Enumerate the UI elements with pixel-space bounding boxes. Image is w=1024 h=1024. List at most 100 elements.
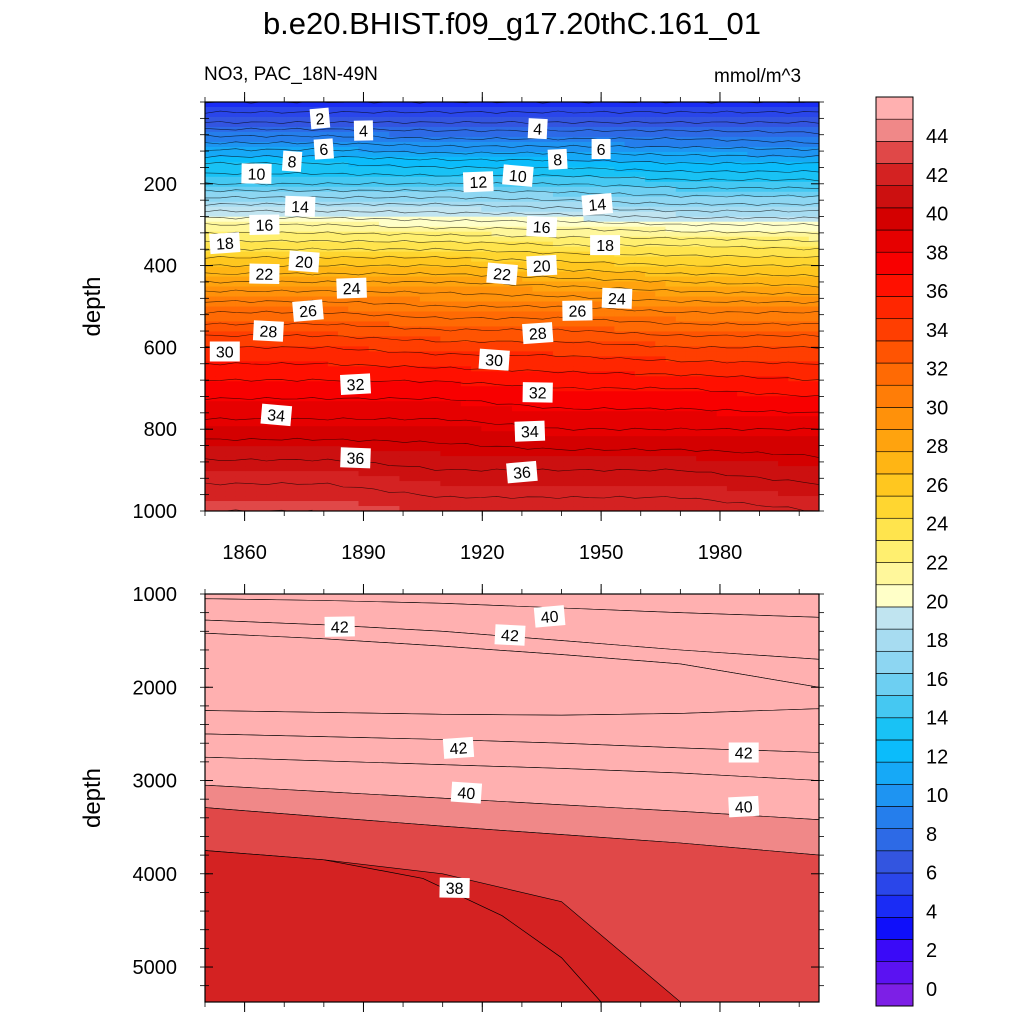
colorbar-swatch — [875, 185, 914, 209]
lower-contour-label: 40 — [728, 795, 760, 818]
colorbar-tick-label: 6 — [926, 863, 937, 885]
colorbar-tick-label: 0 — [926, 979, 937, 1001]
figure-title: b.e20.BHIST.f09_g17.20thC.161_01 — [262, 6, 762, 41]
lower-contour-label: 42 — [494, 624, 526, 646]
colorbar-swatch — [875, 407, 914, 430]
colorbar-tick-label: 4 — [926, 902, 937, 924]
colorbar-swatch — [875, 251, 914, 275]
upper-contour-label: 10 — [241, 163, 272, 184]
colorbar-swatch — [875, 340, 914, 364]
colorbar-tick-label: 34 — [926, 320, 948, 342]
upper-contour-label: 34 — [260, 403, 293, 427]
colorbar-swatch — [875, 606, 914, 630]
colorbar-swatch — [875, 562, 914, 586]
colorbar-tick-label: 32 — [926, 359, 948, 381]
colorbar-tick-label: 36 — [926, 281, 948, 303]
upper-contour-label: 22 — [486, 262, 518, 286]
upper-contour-label: 20 — [526, 254, 558, 277]
lower-deep-region — [205, 850, 602, 1002]
colorbar-swatch — [875, 983, 914, 1007]
colorbar-swatch — [875, 473, 914, 497]
colorbar-swatch — [875, 163, 914, 186]
colorbar-swatch — [875, 429, 914, 453]
upper-contour-label: 28 — [252, 320, 284, 342]
colorbar-tick-label: 26 — [926, 475, 948, 497]
upper-panel: 200 400 600 800 1000 1860 1890 1920 1950 1980 dept… — [79, 92, 824, 564]
colorbar-tick-label: 12 — [926, 746, 948, 768]
upper-frame — [204, 101, 820, 512]
upper-contour-label: 18 — [209, 232, 241, 255]
colorbar-tick-label: 16 — [926, 669, 948, 691]
colorbar-swatch — [875, 628, 914, 652]
lower-contour-label: 38 — [439, 877, 470, 899]
lower-frame — [204, 593, 820, 1003]
upper-contour-label: 30 — [478, 348, 510, 371]
upper-contour-label: 32 — [522, 382, 553, 403]
upper-xtick-label: 1890 — [341, 542, 386, 564]
colorbar-swatch — [875, 939, 914, 962]
upper-contour-label: 30 — [209, 341, 240, 362]
upper-contour-label: 4 — [527, 118, 548, 140]
colorbar-tick-label: 40 — [926, 204, 948, 226]
lower-ytick-label: 5000 — [133, 957, 178, 979]
upper-fill — [205, 102, 819, 511]
colorbar-swatch — [875, 917, 914, 940]
upper-contour-label: 4 — [353, 120, 374, 141]
upper-xtick-label: 1920 — [460, 542, 505, 564]
lower-contour-label: 42 — [324, 616, 355, 637]
colorbar-tick-label: 2 — [926, 940, 937, 962]
upper-ytick-label: 200 — [144, 174, 177, 196]
upper-contour-label: 14 — [284, 195, 316, 217]
colorbar-tick-label: 8 — [926, 824, 937, 846]
colorbar-swatch — [875, 207, 914, 231]
upper-xtick-label: 1860 — [222, 542, 267, 564]
colorbar-swatch — [875, 318, 914, 342]
upper-contour-label: 26 — [292, 299, 324, 322]
upper-contour-label: 36 — [506, 460, 538, 484]
colorbar-swatch — [875, 739, 914, 763]
colorbar-frame — [875, 96, 914, 1007]
colorbar-tick-label: 24 — [926, 514, 948, 536]
lower-contour-label: 40 — [450, 781, 483, 804]
colorbar-swatch — [875, 118, 914, 142]
colorbar-swatch — [875, 540, 914, 563]
lower-panel: 1000 2000 3000 4000 5000 depth 40 42 42 42 42 40 40 3… — [79, 584, 824, 1012]
colorbar-tick-label: 28 — [926, 436, 948, 458]
upper-contour-label: 18 — [590, 235, 621, 256]
colorbar-swatch — [875, 274, 914, 297]
upper-contour-label: 28 — [522, 322, 554, 345]
lower-contour-label: 40 — [533, 605, 566, 628]
colorbar-tick-label: 30 — [926, 397, 948, 419]
upper-contour-label: 14 — [581, 193, 614, 216]
colorbar-swatch — [875, 894, 914, 918]
colorbar-swatch — [875, 761, 914, 785]
colorbar: 0246810121416182022242628303234363840424… — [875, 96, 948, 1007]
lower-ytick-label: 4000 — [133, 864, 178, 886]
upper-contour-label: 6 — [591, 139, 611, 159]
upper-contour-label: 16 — [249, 214, 280, 235]
colorbar-swatch — [875, 517, 914, 541]
lower-ytick-label: 2000 — [133, 677, 178, 699]
upper-xtick-label: 1950 — [579, 542, 624, 564]
subtitle-units: mmol/m^3 — [714, 66, 802, 87]
colorbar-tick-label: 18 — [926, 630, 948, 652]
lower-ylabel: depth — [79, 768, 106, 828]
colorbar-swatch — [875, 362, 914, 386]
colorbar-swatch — [875, 806, 914, 829]
upper-contour-lines — [205, 102, 819, 511]
lower-ytick-label: 3000 — [133, 771, 178, 793]
colorbar-swatch — [875, 828, 914, 852]
colorbar-tick-label: 38 — [926, 242, 948, 264]
colorbar-swatch — [875, 451, 914, 475]
colorbar-swatch — [875, 961, 914, 985]
lower-contour-label: 42 — [442, 736, 475, 759]
upper-contour-label: 20 — [288, 250, 320, 273]
upper-contour-label: 24 — [601, 287, 633, 309]
upper-contour-label: 36 — [340, 447, 371, 469]
colorbar-swatch — [875, 717, 914, 741]
colorbar-swatch — [875, 695, 914, 719]
colorbar-swatch — [875, 141, 914, 164]
colorbar-swatch — [875, 584, 914, 608]
subtitle-region: NO3, PAC_18N-49N — [204, 64, 378, 85]
